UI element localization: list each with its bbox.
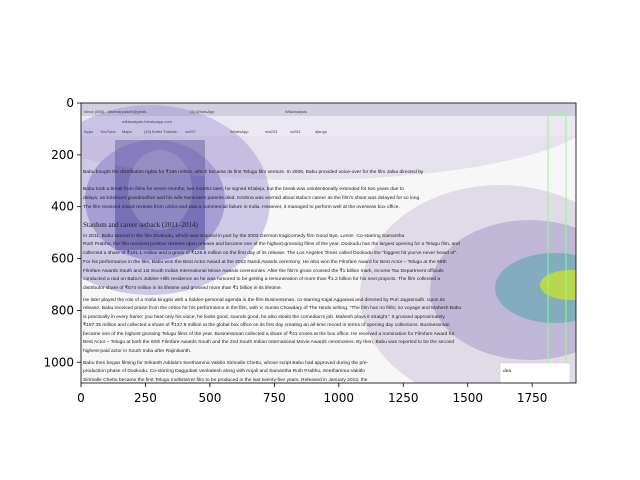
body-line: distributor share of ₹574 million in its… [83,285,282,291]
y-tick-label: 1000 [43,355,74,369]
bookmark: cs297 [185,129,196,134]
x-tick-label: 1250 [388,391,419,405]
heat-contour [495,253,576,323]
bookmark: Maps [122,129,132,134]
axes-frame [80,102,577,384]
x-tick-label: 1750 [517,391,548,405]
body-line: ₹187.35 million and collected a share of… [83,322,450,328]
bookmark-bar [81,126,576,136]
y-tick-label: 200 [51,148,74,162]
body-line: Babu then began filming for Srikanth Add… [83,360,369,366]
heat-contour [430,220,576,360]
body-line: For his performance in the film, Babu wo… [83,259,447,265]
tab-title: Wikianalysis [285,109,307,114]
highlight-box [547,114,567,383]
ad-text: dea [503,368,511,374]
heat-contour [85,140,225,260]
body-line: conducted a raid on Babu's Jubilee Hills… [83,276,440,282]
ad-box [499,362,571,383]
bookmark: WhatsApp [230,129,249,134]
y-tick-label: 800 [51,303,74,317]
body-line: Sirimalle Chettu became the first Telugu… [83,377,368,383]
bookmark: Apps [84,129,93,134]
y-tick-label: 600 [51,252,74,266]
bookmark: ma203 [265,129,278,134]
body-line: Babu bought the distribution rights for … [83,169,424,175]
bookmark: YouTube [100,129,116,134]
url: wikianalysis.herokuapp.com [122,119,172,124]
body-line: delays, as Krishna's grandmother and his… [83,195,421,201]
body-line: became one of the highest grossing Telug… [83,331,455,337]
body-line: release, Babu received praise from the c… [83,305,462,311]
body-line: highest-paid actor in South India after … [83,348,191,354]
tab-bar [81,103,576,116]
body-line: collected a share of ₹101.1 million and … [83,250,458,256]
bookmark: cs281 [290,129,301,134]
tab-title: (2) WhatsApp [190,109,215,114]
tab-title: Inbox (595) - aishwaryadutt@gmail... [84,109,149,114]
x-tick-label: 250 [134,391,157,405]
body-line: is practically in every frame; you hear … [83,314,445,320]
section-heading: Stardom and career setback (2011–2014) [83,221,198,229]
x-tick-label: 1500 [452,391,483,405]
heat-contour [540,270,576,300]
body-line: production phase of Dookudu. Co-starring… [83,368,365,374]
heat-contour [360,185,576,383]
heat-contour [81,103,576,180]
body-line: He later played the role of a mafia king… [83,297,445,303]
heat-contour [81,105,270,295]
bookmark: django [315,129,328,134]
screenshot-image: Inbox (595) - aishwaryadutt@gmail... (2) … [81,103,576,383]
address-bar [81,116,576,126]
body-line: Babu took a break from films for seven m… [83,186,404,192]
x-tick-label: 1000 [324,391,355,405]
body-line: In 2011, Babu starred in the film Dookud… [83,233,405,239]
body-line: Best Actor – Telugu at both the 60th Fil… [83,339,454,345]
body-line: Filmfare Awards South and 1st South Indi… [83,268,444,274]
body-line: Ruth Prabhu, the film received positive … [83,241,460,247]
x-tick-label: 500 [198,391,221,405]
x-tick-label: 750 [263,391,286,405]
portrait-face [128,150,192,230]
y-tick-label: 400 [51,200,74,214]
body-line: The film received mixed reviews from cri… [83,204,400,210]
x-tick-label: 0 [77,391,85,405]
y-tick-label: 0 [66,96,74,110]
bookmark: (43) flutter Tutorial... [144,129,180,134]
